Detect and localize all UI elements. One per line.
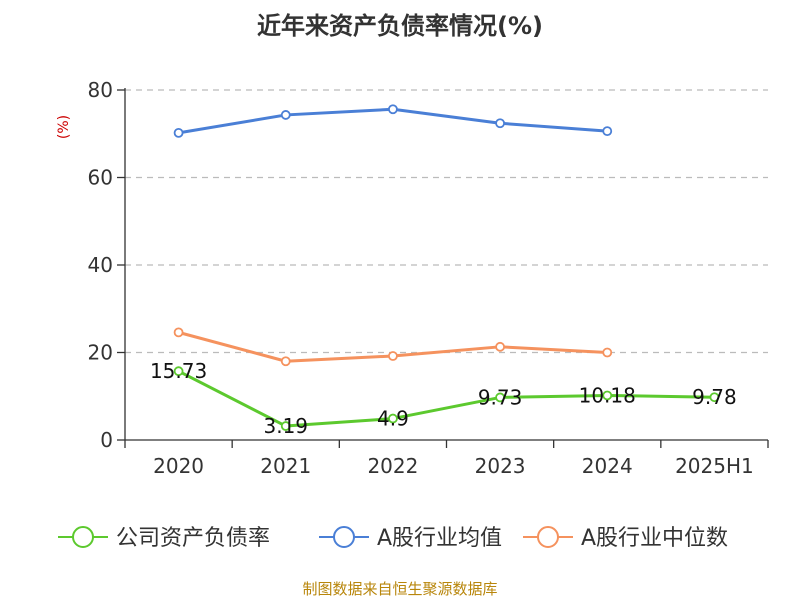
legend-label: 公司资产负债率: [116, 526, 270, 551]
x-tick-label: 2023: [475, 454, 526, 478]
data-point[interactable]: [495, 118, 505, 129]
gridlines: [125, 89, 768, 354]
data-point[interactable]: [495, 392, 505, 403]
y-tick-label: 80: [88, 78, 113, 102]
data-point[interactable]: [280, 356, 291, 367]
y-tick-label: 0: [100, 428, 113, 452]
data-point[interactable]: [388, 413, 398, 424]
source-footer: 制图数据来自恒生聚源数据库: [302, 580, 498, 598]
data-label: 4.9: [377, 407, 409, 431]
chart-title: 近年来资产负债率情况(%): [257, 12, 543, 40]
y-tick-label: 60: [88, 166, 113, 190]
x-tick-label: 2020: [153, 454, 204, 478]
data-point[interactable]: [173, 327, 184, 338]
data-labels: 15.73 3.19 4.9 9.73 10.18 9.78: [150, 359, 737, 438]
data-point[interactable]: [280, 421, 291, 431]
data-point[interactable]: [495, 341, 505, 352]
data-point[interactable]: [602, 390, 613, 401]
y-axis-label: (%): [56, 115, 72, 139]
data-point[interactable]: [602, 126, 613, 137]
data-point[interactable]: [173, 366, 184, 377]
data-point[interactable]: [388, 351, 398, 361]
data-point[interactable]: [709, 392, 720, 403]
data-point[interactable]: [602, 347, 613, 358]
legend-marker: [72, 526, 94, 548]
legend-label: A股行业中位数: [581, 526, 728, 551]
legend[interactable]: 公司资产负债率 A股行业均值 A股行业中位数: [58, 526, 728, 551]
data-label: 9.78: [692, 385, 737, 409]
data-label: 10.18: [579, 383, 636, 407]
legend-label: A股行业均值: [377, 526, 502, 551]
legend-item[interactable]: A股行业均值: [319, 526, 502, 551]
x-tick-label: 2025H1: [675, 454, 754, 478]
x-tick-label: 2024: [582, 454, 633, 478]
data-label: 3.19: [263, 414, 308, 438]
legend-item[interactable]: A股行业中位数: [523, 526, 728, 551]
legend-marker: [333, 526, 355, 548]
axes: 0 20 40 60 80 (%) 2020 2021 2022 2023 2024 2025H1: [56, 78, 769, 478]
data-point[interactable]: [280, 110, 291, 120]
data-label: 15.73: [150, 359, 207, 383]
y-tick-label: 20: [88, 341, 113, 365]
y-tick-label: 40: [88, 253, 113, 277]
series-line: [177, 369, 715, 428]
x-tick-label: 2021: [260, 454, 311, 478]
legend-item[interactable]: 公司资产负债率: [58, 526, 270, 551]
data-point[interactable]: [173, 127, 184, 138]
series-lines: [173, 104, 720, 431]
legend-marker: [537, 526, 559, 548]
data-label: 9.73: [478, 385, 523, 409]
data-point[interactable]: [388, 104, 398, 115]
x-tick-label: 2022: [367, 454, 418, 478]
